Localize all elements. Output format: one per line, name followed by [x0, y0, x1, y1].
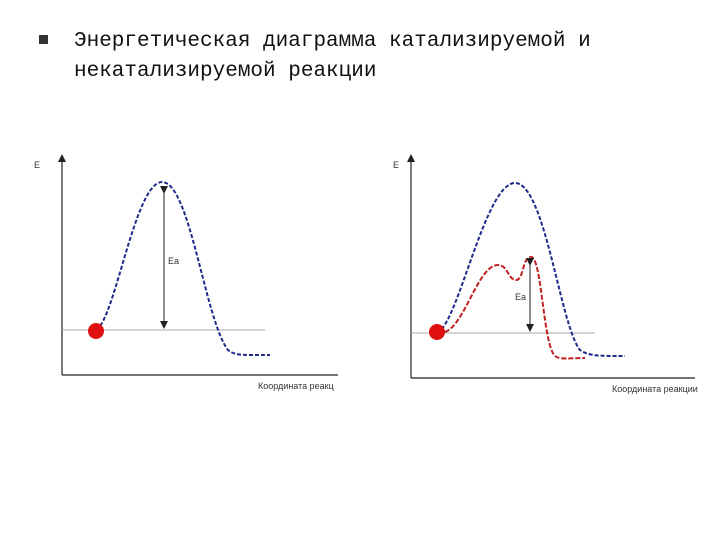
- y-label: E: [34, 160, 40, 170]
- bullet: [39, 35, 48, 44]
- catalyzed-curve: [444, 255, 586, 360]
- energy-label: Eа: [168, 256, 179, 266]
- slide-title: Энергетическая диаграмма катализируемой …: [74, 30, 591, 83]
- energy-curve: [95, 180, 271, 357]
- diagram-uncatalyzed: E Eа Координата реакц: [34, 154, 338, 391]
- energy-label: Eа: [515, 292, 526, 302]
- reactant-dot: [88, 323, 104, 339]
- x-label: Координата реакц: [258, 381, 334, 391]
- reactant-dot: [429, 324, 445, 340]
- diagram-catalyzed: E Eа Координата реакции: [393, 154, 698, 394]
- y-label: E: [393, 160, 399, 170]
- energy-curve: [436, 181, 626, 357]
- x-label: Координата реакции: [612, 384, 698, 394]
